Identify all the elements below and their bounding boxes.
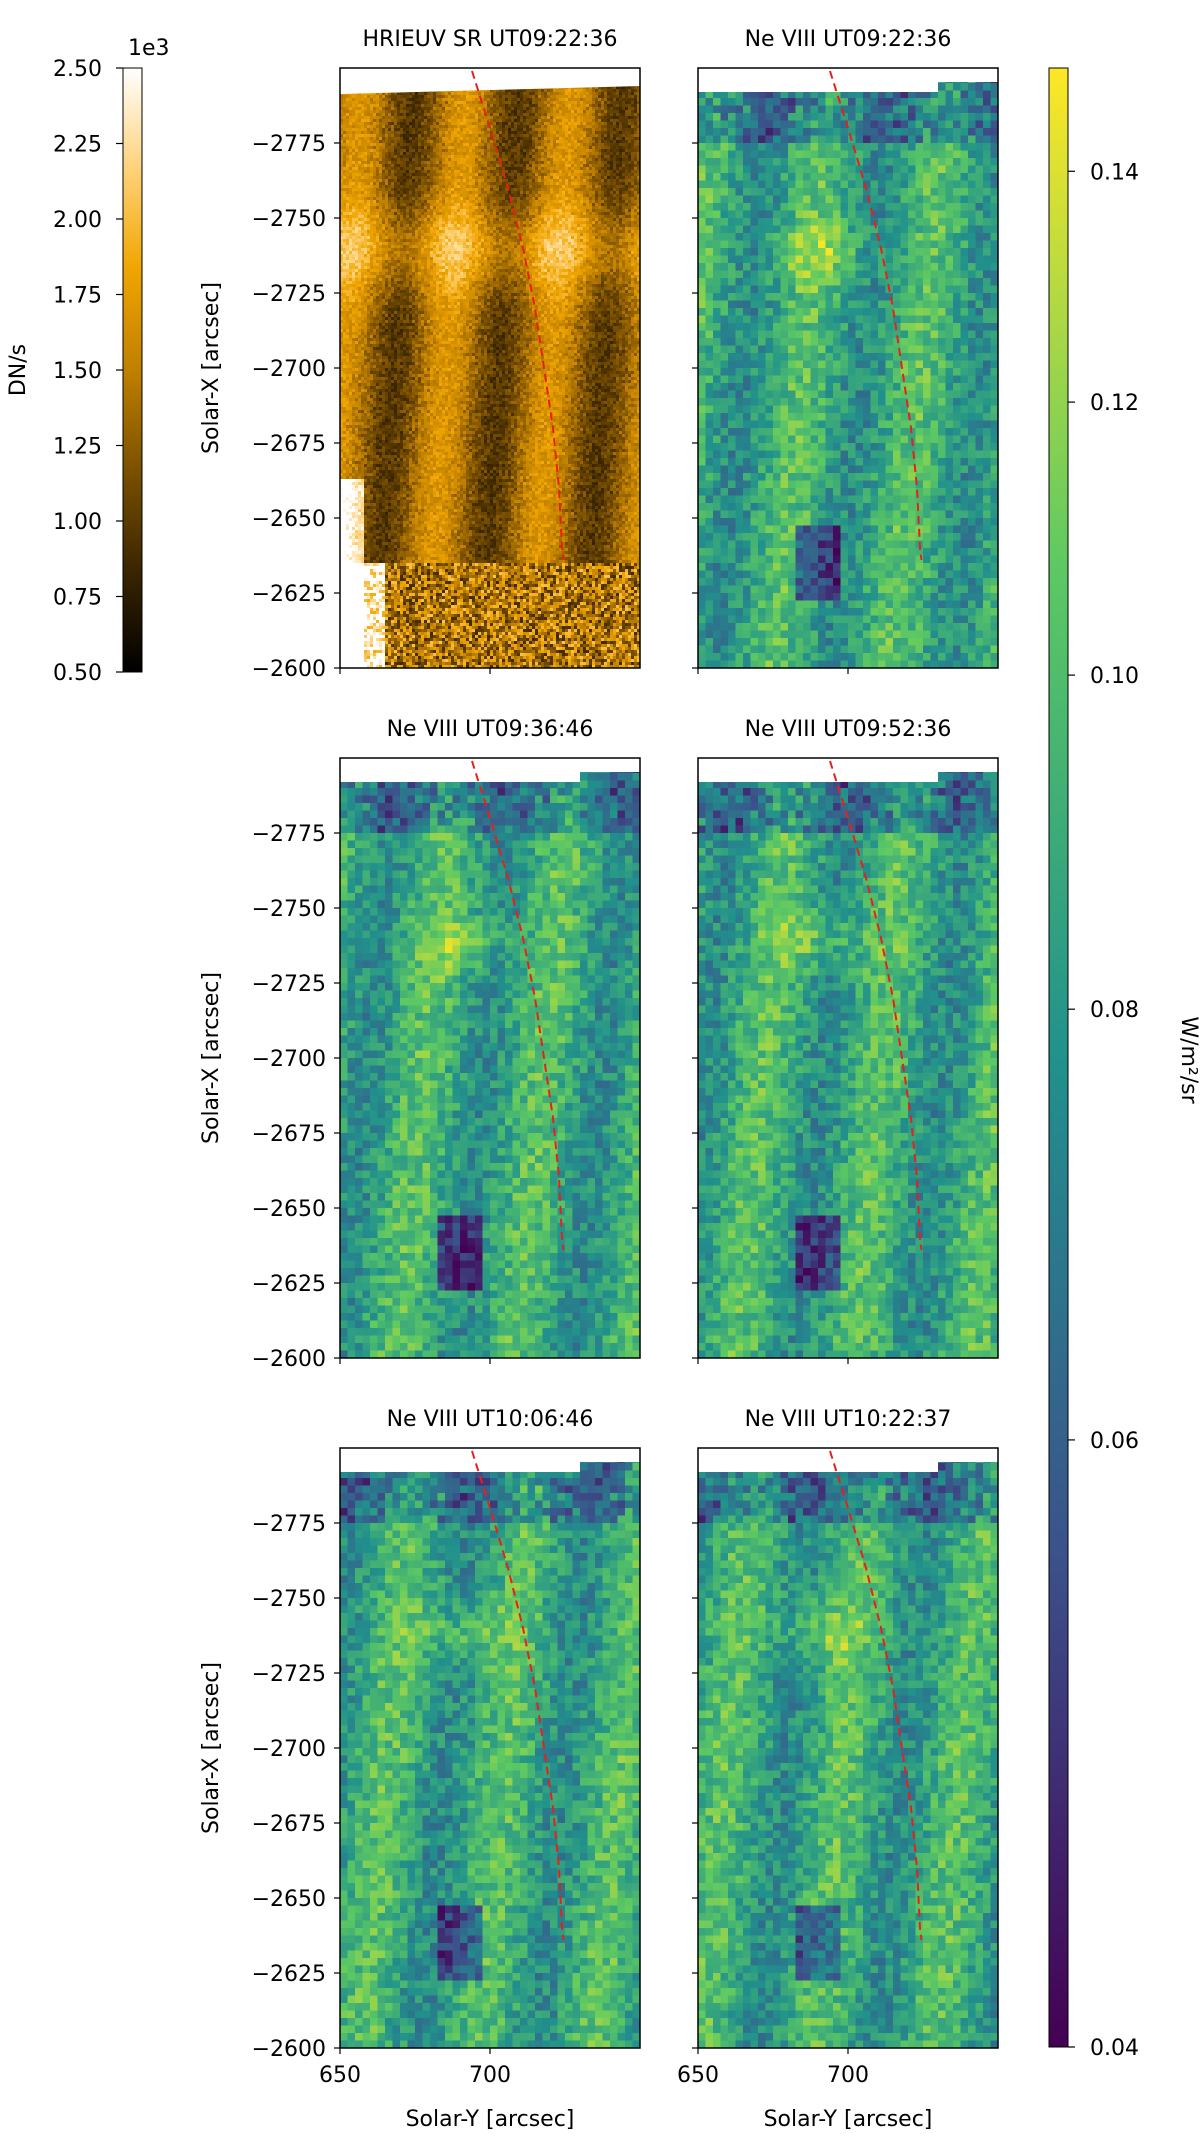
panel-ne5: Ne VIII UT10:22:37 650 700 Solar-Y [arcsec] [677,1407,999,2132]
dashed-trajectory [829,70,923,561]
panel-title: Ne VIII UT10:22:37 [745,1407,952,1432]
y-tick-label: −2700 [252,1047,326,1072]
y-tick-label: −2675 [252,1812,326,1837]
colorbar-dn: 1e3 2.50 2.25 2.00 1.75 1.50 1.25 1.00 0.75 0.50… [6,36,170,686]
panel-ne3: Ne VIII UT09:52:36 [692,717,999,1364]
colorbar-intensity-tick-label: 0.12 [1090,391,1139,416]
colorbar-intensity-label: W/m²/sr [1176,1016,1200,1104]
x-axis-label: Solar-Y [arcsec] [764,2107,933,2132]
panel-image [698,772,998,1358]
panel-grid: HRIEUV SR UT09:22:36 −2775 −2750 −2725 −2700… [199,27,999,2132]
x-tick-label: 700 [469,2063,511,2088]
y-tick-label: −2750 [252,1587,326,1612]
colorbar-dn-tick-label: 1.50 [53,359,102,384]
y-tick-label: −2700 [252,357,326,382]
y-tick-label: −2650 [252,507,326,532]
colorbar-dn-tick-label: 0.75 [53,586,102,611]
panel-ne2: Ne VIII UT09:36:46 −2775 −2750 −2725 −2700 −2… [199,717,641,1372]
panel-image [340,1462,640,2048]
y-tick-label: −2675 [252,1122,326,1147]
y-tick-label: −2675 [252,432,326,457]
colorbar-intensity-tick-label: 0.08 [1090,998,1139,1023]
panel-image [698,1462,998,2048]
x-tick-label: 650 [677,2063,719,2088]
colorbar-intensity-tick-label: 0.06 [1090,1429,1139,1454]
colorbar-intensity-bar [1048,67,1069,2048]
panel-title: Ne VIII UT09:22:36 [745,27,952,52]
colorbar-dn-tick-label: 2.50 [53,57,102,82]
y-tick-label: −2600 [252,1347,326,1372]
colorbar-dn-tick-label: 1.75 [53,284,102,309]
y-tick-label: −2625 [252,582,326,607]
colorbar-intensity: 0.14 0.12 0.10 0.08 0.06 0.04 W/m²/sr [1048,67,1200,2061]
y-tick-label: −2625 [252,1962,326,1987]
panel-title: Ne VIII UT09:36:46 [387,717,594,742]
y-tick-label: −2725 [252,972,326,997]
colorbar-dn-tick-label: 0.50 [53,661,102,686]
colorbar-dn-bar [122,67,143,673]
x-tick-label: 700 [827,2063,869,2088]
y-axis-label: Solar-X [arcsec] [199,1662,224,1834]
y-tick-label: −2700 [252,1737,326,1762]
x-tick-label: 650 [319,2063,361,2088]
y-axis-label: Solar-X [arcsec] [199,972,224,1144]
y-tick-label: −2775 [252,822,326,847]
dashed-trajectory [829,760,923,1251]
colorbar-dn-tick-label: 1.25 [53,435,102,460]
y-tick-label: −2750 [252,897,326,922]
colorbar-dn-tick-label: 2.25 [53,133,102,158]
y-tick-label: −2725 [252,1662,326,1687]
panel-title: Ne VIII UT10:06:46 [387,1407,594,1432]
y-tick-label: −2725 [252,282,326,307]
y-tick-label: −2600 [252,657,326,682]
colorbar-dn-tick-label: 2.00 [53,208,102,233]
panel-ne1: Ne VIII UT09:22:36 [692,27,999,674]
y-axis-label: Solar-X [arcsec] [199,282,224,454]
y-tick-label: −2600 [252,2037,326,2062]
y-tick-label: −2650 [252,1197,326,1222]
dashed-trajectory [829,1450,923,1941]
y-tick-label: −2750 [252,207,326,232]
x-axis-label: Solar-Y [arcsec] [406,2107,575,2132]
y-tick-label: −2775 [252,132,326,157]
dashed-trajectory [471,1450,565,1941]
panel-image [340,772,640,1358]
y-tick-label: −2650 [252,1887,326,1912]
y-tick-label: −2625 [252,1272,326,1297]
colorbar-dn-tick-label: 1.00 [53,510,102,535]
panel-image [698,82,998,668]
y-tick-label: −2775 [252,1512,326,1537]
colorbar-dn-label: DN/s [6,344,31,396]
panel-title: Ne VIII UT09:52:36 [745,717,952,742]
dashed-trajectory [471,760,565,1251]
panel-ne4: Ne VIII UT10:06:46 −2775 −2750 −2725 −2700 −2… [199,1407,641,2132]
panel-title: HRIEUV SR UT09:22:36 [363,27,618,52]
colorbar-dn-multiplier: 1e3 [128,36,170,61]
panel-image [340,86,640,668]
colorbar-intensity-tick-label: 0.10 [1090,664,1139,689]
panel-hri: HRIEUV SR UT09:22:36 −2775 −2750 −2725 −2700… [199,27,641,682]
colorbar-intensity-ticks: 0.14 0.12 0.10 0.08 0.06 0.04 [1068,160,1139,2061]
dashed-trajectory [471,70,565,561]
colorbar-intensity-tick-label: 0.14 [1090,160,1139,185]
colorbar-dn-ticks: 2.50 2.25 2.00 1.75 1.50 1.25 1.00 0.75 0.50 [53,57,123,686]
colorbar-intensity-tick-label: 0.04 [1090,2036,1139,2061]
